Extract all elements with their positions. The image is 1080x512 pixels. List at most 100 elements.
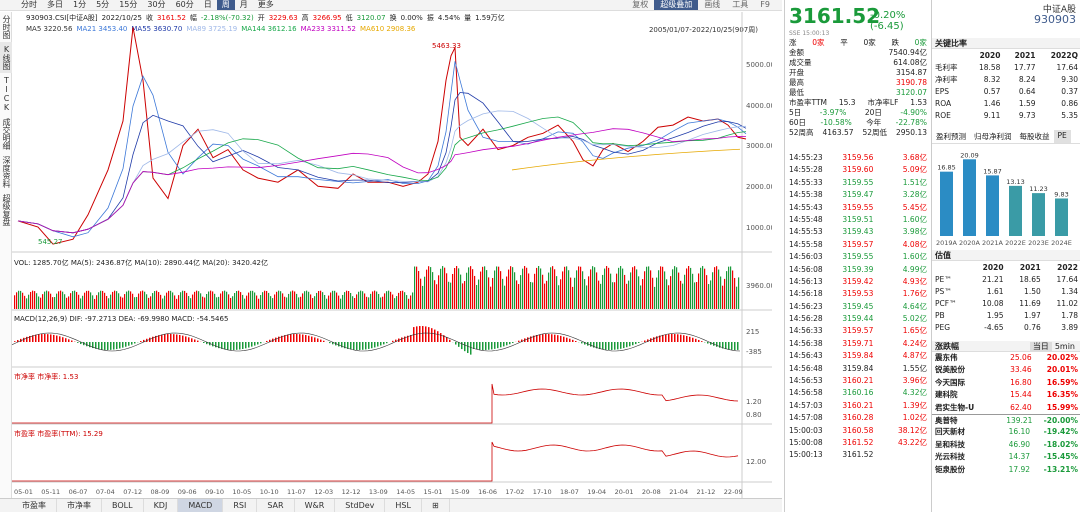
volume-bar (596, 272, 598, 309)
volume-bar (442, 266, 444, 309)
macd-bar (293, 334, 295, 342)
x-axis-date: 17-10 (533, 488, 552, 496)
volume-bar (112, 291, 114, 309)
left-tab-1[interactable]: K线图 (0, 42, 12, 73)
volume-bar (292, 290, 294, 309)
period-tab-7[interactable]: 日 (203, 0, 212, 9)
macd-bar (698, 339, 700, 342)
trade-row: 14:55:38 3159.47 3.28亿 (785, 189, 931, 201)
indicator-tab-9[interactable]: HSL (385, 499, 422, 512)
macd-bar (566, 337, 568, 342)
profit-tab-2[interactable]: 每股收益 (1019, 132, 1050, 141)
period-tab-3[interactable]: 5分 (96, 0, 110, 9)
volume-bar (254, 292, 256, 309)
macd-bar (737, 342, 739, 350)
movers-tab-0[interactable]: 当日 (1029, 342, 1052, 351)
period-tab-0[interactable]: 分时 (21, 0, 37, 9)
macd-bar (341, 342, 343, 348)
valuation-value: 11.69 (1019, 298, 1041, 308)
volume-bar (336, 292, 338, 309)
volume-bar (712, 272, 714, 309)
ratios-label: 毛利率 (935, 62, 958, 72)
period-tab-10[interactable]: 更多 (257, 0, 274, 9)
kline-chart[interactable]: 5000.00 4000.00 3000.00 2000.00 1000.00 3960.… (12, 12, 772, 498)
indicator-tab-2[interactable]: BOLL (102, 499, 144, 512)
mover-row[interactable]: 回天新材 16.10 -19.42% (932, 426, 1080, 438)
trade-row: 15:00:13 3161.52 (785, 449, 931, 461)
tool-button-1[interactable]: 超级叠加 (654, 0, 699, 10)
volume-bar (26, 298, 28, 309)
volume-bar (514, 272, 516, 309)
volume-bar (160, 294, 162, 309)
valuation-value: 1.34 (1061, 286, 1078, 296)
left-tab-5[interactable]: 超级复盘 (2, 194, 11, 226)
stat2-row: 5日 -3.97% 20日 -4.90% (785, 108, 931, 118)
volume-bar (248, 292, 250, 309)
macd-bar (473, 342, 475, 349)
macd-bar (431, 328, 433, 342)
indicator-tab-5[interactable]: RSI (223, 499, 258, 512)
trade-list[interactable]: 14:55:23 3159.56 3.68亿 14:55:28 3159.60 5.09亿… (785, 152, 931, 462)
period-tab-9[interactable]: 月 (239, 0, 248, 9)
profit-tab-1[interactable]: 归母净利润 (974, 132, 1012, 141)
macd-axis-label: -385 (746, 348, 762, 356)
period-tab-4[interactable]: 15分 (119, 0, 138, 9)
left-tab-2[interactable]: TICK (2, 76, 11, 112)
period-tab-2[interactable]: 1分 (73, 0, 87, 9)
mover-row[interactable]: 呈和科技 46.90 -18.02% (932, 439, 1080, 451)
volume-bar (88, 290, 90, 309)
volume-bar (308, 291, 310, 309)
tool-button-3[interactable]: 工具 (732, 0, 749, 9)
period-tab-1[interactable]: 多日 (47, 0, 63, 9)
indicator-tab-4[interactable]: MACD (178, 499, 224, 512)
movers-tab-1[interactable]: 5min (1054, 342, 1075, 351)
volume-bar (294, 291, 296, 309)
indicator-tab-0[interactable]: 市盈率 (12, 499, 57, 512)
macd-bar (92, 342, 94, 349)
indicator-tab-7[interactable]: W&R (295, 499, 336, 512)
indicator-tab-8[interactable]: StdDev (335, 499, 386, 512)
volume-bar (484, 266, 486, 309)
profit-tab-0[interactable]: 盈利预测 (936, 132, 966, 141)
trade-row: 14:56:08 3159.39 4.99亿 (785, 264, 931, 276)
indicator-tab-3[interactable]: KDJ (144, 499, 179, 512)
period-tab-8[interactable]: 周 (216, 0, 235, 10)
ratios-year: 2021 (1014, 50, 1036, 60)
volume-bar (602, 274, 604, 309)
volume-bar (156, 290, 158, 309)
volume-bar (540, 268, 542, 309)
profit-forecast-chart: 16.85 2019A 20.09 2020A 15.87 2021A 13.13 2022E… (936, 151, 1072, 247)
x-axis-date: 22-09 (724, 488, 743, 496)
volume-bar (158, 292, 160, 309)
tool-button-0[interactable]: 复权 (632, 0, 649, 9)
left-tab-4[interactable]: 深度资料 (2, 156, 11, 188)
volume-bar (246, 295, 248, 309)
breadth-value: 0家 (914, 38, 927, 47)
mover-row[interactable]: 光云科技 14.37 -15.45% (932, 451, 1080, 463)
macd-bar (59, 336, 61, 342)
mover-row[interactable]: 锐美股份 33.46 20.01% (932, 364, 1080, 376)
mover-row[interactable]: 建科院 15.44 16.35% (932, 389, 1080, 401)
profit-tab-3[interactable]: PE (1053, 130, 1071, 143)
mover-row[interactable]: 今天国际 16.80 16.59% (932, 377, 1080, 389)
macd-bar (539, 334, 541, 342)
indicator-tab-10[interactable]: ⊞ (422, 499, 450, 512)
period-tab-6[interactable]: 60分 (175, 0, 194, 9)
left-tab-3[interactable]: 成交明细 (2, 118, 11, 150)
indicator-tab-6[interactable]: SAR (257, 499, 295, 512)
indicator-tab-1[interactable]: 市净率 (57, 499, 102, 512)
tool-button-2[interactable]: 画线 (704, 0, 721, 9)
mover-row[interactable]: 震东伟 25.06 20.02% (932, 352, 1080, 364)
period-tab-5[interactable]: 30分 (147, 0, 166, 9)
mover-row[interactable]: 钜泉股份 17.92 -13.21% (932, 464, 1080, 476)
mover-row[interactable]: 君实生物-U 62.40 15.99% (932, 402, 1080, 414)
chart-area[interactable]: 930903.CSI[中证A股] 2022/10/25 收 3161.52 幅 -2.18… (12, 12, 772, 498)
tool-button-4[interactable]: F9 (760, 0, 770, 9)
mover-row[interactable]: 奥普特 139.21 -20.00% (932, 413, 1080, 426)
trade-volume: 38.12亿 (898, 425, 927, 435)
volume-bar (572, 286, 574, 309)
left-tab-0[interactable]: 分时图 (2, 15, 11, 39)
peak-label: 5463.33 (432, 42, 461, 50)
ratios-year: 2020 (979, 50, 1001, 60)
macd-bar (278, 336, 280, 342)
